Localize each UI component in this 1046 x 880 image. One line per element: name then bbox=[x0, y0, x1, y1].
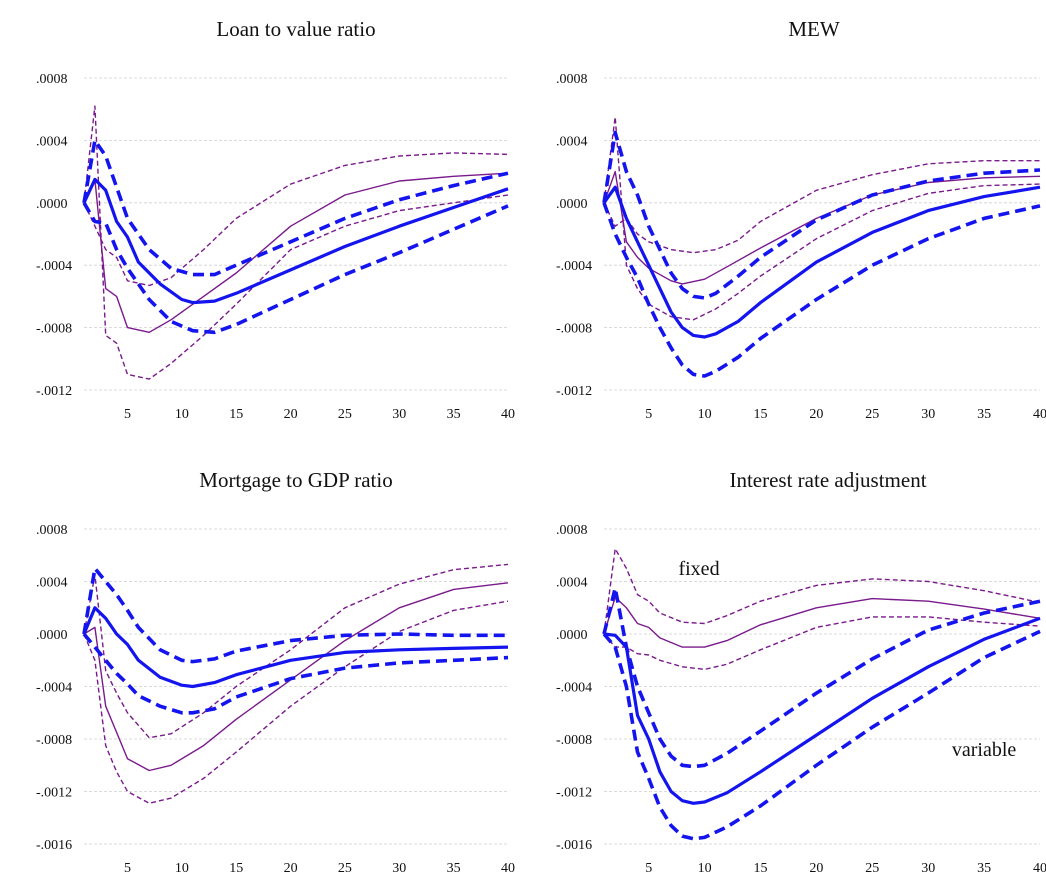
x-tick-label: 15 bbox=[754, 407, 768, 422]
series-line-blue-dash bbox=[602, 130, 1041, 300]
y-tick-label: -.0016 bbox=[36, 838, 72, 853]
x-tick-label: 10 bbox=[175, 407, 189, 422]
x-tick-label: 40 bbox=[1033, 861, 1046, 876]
x-tick-label: 25 bbox=[338, 861, 352, 876]
x-tick-label: 10 bbox=[698, 861, 712, 876]
series-line-purple-solid bbox=[603, 596, 1041, 648]
x-tick-label: 10 bbox=[175, 861, 189, 876]
series-line-purple-dash bbox=[83, 600, 509, 804]
panel-mortgage-to-gdp-ratio: Mortgage to GDP ratio .0008 .0004 .0000 -.0… bbox=[36, 468, 515, 876]
panel-title: MEW bbox=[788, 17, 840, 41]
x-tick-label: 40 bbox=[501, 861, 515, 876]
panel-title: Interest rate adjustment bbox=[729, 468, 926, 492]
x-tick-label: 5 bbox=[645, 407, 652, 422]
y-tick-label: .0008 bbox=[556, 523, 588, 538]
series-line-purple-solid bbox=[83, 582, 509, 772]
series-line-purple-dash bbox=[83, 152, 509, 287]
y-tick-label: -.0012 bbox=[556, 384, 592, 399]
y-tick-label: .0000 bbox=[556, 197, 588, 212]
y-tick-label: -.0004 bbox=[36, 681, 72, 696]
y-tick-label: -.0008 bbox=[36, 733, 72, 748]
series-line-blue-dash bbox=[602, 586, 1041, 769]
series-line-purple-dash bbox=[83, 563, 509, 739]
y-tick-label: .0004 bbox=[36, 134, 68, 149]
series-line-purple-dash bbox=[603, 616, 1041, 671]
x-tick-label: 35 bbox=[447, 861, 461, 876]
series-line-purple-dash bbox=[83, 105, 509, 380]
annotation-label: variable bbox=[952, 739, 1017, 761]
y-tick-label: .0008 bbox=[36, 523, 68, 538]
x-tick-label: 30 bbox=[392, 861, 406, 876]
y-tick-label: -.0004 bbox=[36, 259, 72, 274]
x-tick-label: 5 bbox=[124, 407, 131, 422]
x-tick-label: 15 bbox=[229, 407, 243, 422]
x-tick-label: 20 bbox=[809, 407, 823, 422]
x-tick-label: 20 bbox=[809, 861, 823, 876]
y-tick-label: -.0012 bbox=[556, 786, 592, 801]
x-tick-label: 35 bbox=[447, 407, 461, 422]
y-tick-label: -.0012 bbox=[36, 786, 72, 801]
series-line-blue-dash bbox=[602, 202, 1041, 378]
x-tick-label: 15 bbox=[754, 861, 768, 876]
x-tick-label: 30 bbox=[392, 407, 406, 422]
x-tick-label: 15 bbox=[229, 861, 243, 876]
y-tick-label: -.0004 bbox=[556, 681, 592, 696]
x-tick-label: 20 bbox=[284, 861, 298, 876]
y-tick-label: -.0004 bbox=[556, 259, 592, 274]
y-tick-label: -.0016 bbox=[556, 838, 592, 853]
series-line-blue-dash bbox=[82, 632, 509, 715]
panel-title: Loan to value ratio bbox=[216, 17, 375, 41]
series-line-blue-dash bbox=[602, 629, 1041, 841]
series-line-blue-solid bbox=[602, 185, 1041, 339]
x-tick-label: 35 bbox=[977, 407, 991, 422]
y-tick-label: .0004 bbox=[556, 576, 588, 591]
series-line-blue-dash bbox=[82, 566, 508, 664]
series-line-blue-dash bbox=[82, 201, 509, 335]
x-tick-label: 30 bbox=[921, 407, 935, 422]
x-tick-label: 25 bbox=[338, 407, 352, 422]
series-line-blue-solid bbox=[82, 177, 509, 305]
y-tick-label: .0008 bbox=[556, 72, 588, 87]
x-tick-label: 40 bbox=[501, 407, 515, 422]
series-line-purple-dash bbox=[603, 548, 1041, 635]
x-tick-label: 25 bbox=[865, 407, 879, 422]
y-tick-label: -.0008 bbox=[556, 733, 592, 748]
series-line-purple-solid bbox=[83, 172, 509, 333]
panel-title: Mortgage to GDP ratio bbox=[199, 468, 392, 492]
x-tick-label: 30 bbox=[921, 861, 935, 876]
series-line-purple-dash bbox=[603, 159, 1040, 254]
x-tick-label: 25 bbox=[865, 861, 879, 876]
x-tick-label: 20 bbox=[284, 407, 298, 422]
series-line-purple-dash bbox=[603, 116, 1041, 321]
y-tick-label: .0000 bbox=[36, 197, 68, 212]
y-tick-label: .0008 bbox=[36, 72, 68, 87]
annotation-label: fixed bbox=[678, 558, 719, 580]
x-tick-label: 40 bbox=[1033, 407, 1046, 422]
panel-mew: MEW .0008 .0004 .0000 -.0004 -.0008 -.0012 5 10… bbox=[556, 17, 1046, 422]
y-tick-label: -.0012 bbox=[36, 384, 72, 399]
y-tick-label: -.0008 bbox=[556, 322, 592, 337]
y-tick-label: .0004 bbox=[36, 576, 68, 591]
y-tick-label: .0000 bbox=[36, 628, 68, 643]
series-line-blue-dash bbox=[82, 138, 509, 277]
x-tick-label: 5 bbox=[124, 861, 131, 876]
x-tick-label: 35 bbox=[977, 861, 991, 876]
y-tick-label: .0004 bbox=[556, 134, 588, 149]
series-line-blue-solid bbox=[603, 616, 1041, 805]
panel-interest-rate-adjustment: Interest rate adjustment .0008 .0004 .0000… bbox=[556, 468, 1046, 876]
x-tick-label: 5 bbox=[645, 861, 652, 876]
series-line-blue-solid bbox=[82, 606, 509, 689]
y-tick-label: -.0008 bbox=[36, 322, 72, 337]
panel-loan-to-value-ratio: Loan to value ratio .0008 .0004 .0000 -.000… bbox=[36, 17, 515, 422]
x-tick-label: 10 bbox=[698, 407, 712, 422]
y-tick-label: .0000 bbox=[556, 628, 588, 643]
